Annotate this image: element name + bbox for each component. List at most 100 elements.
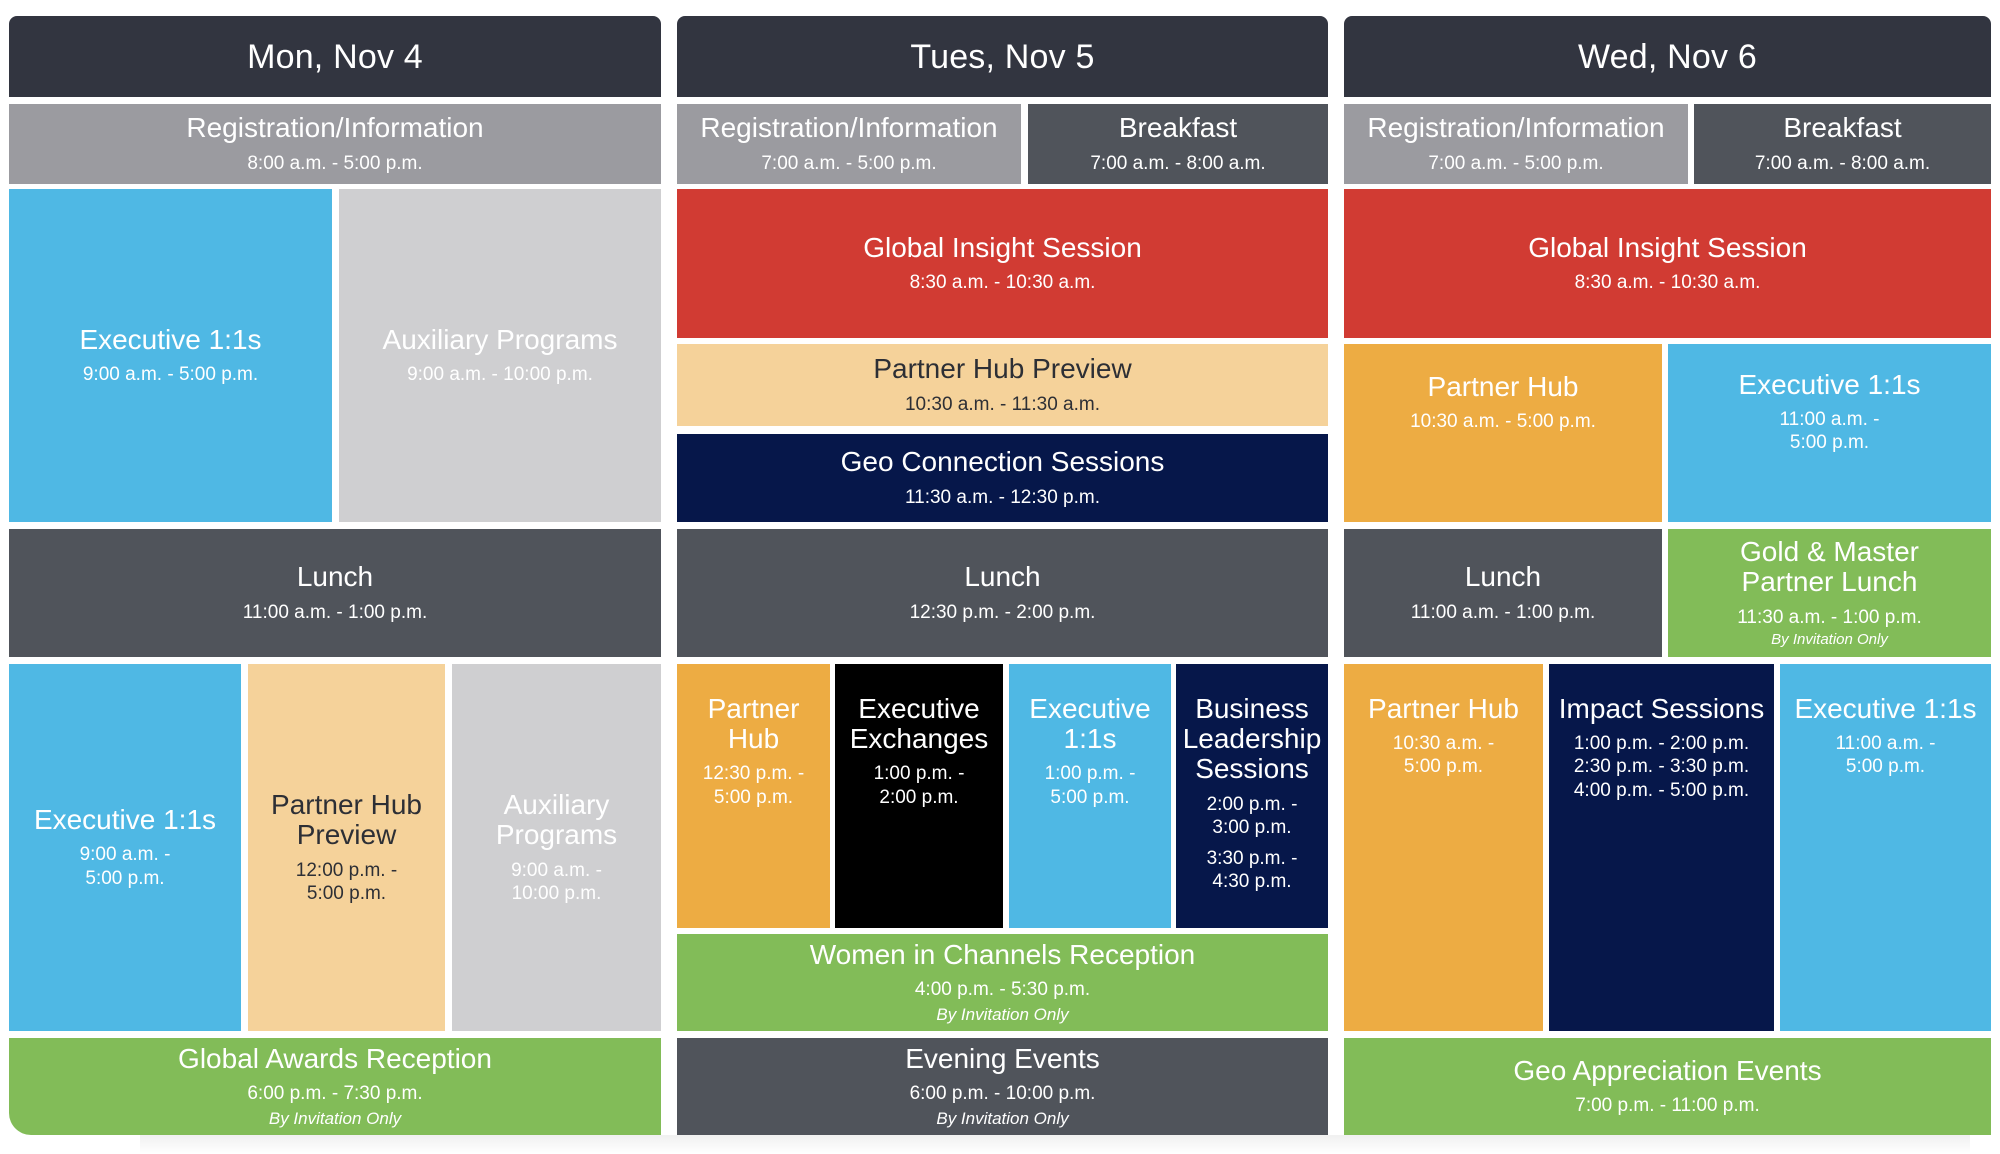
event-mon-registration-time: 8:00 a.m. - 5:00 p.m. (247, 152, 423, 174)
event-mon-auxiliary-bottom-time: 9:00 a.m. - 10:00 p.m. (511, 859, 602, 904)
event-wed-impact-sessions: Impact Sessions 1:00 p.m. - 2:00 p.m. 2:… (1549, 664, 1774, 1031)
event-wed-executive-bottom-time: 11:00 a.m. - 5:00 p.m. (1835, 733, 1936, 778)
event-tue-executive-exchanges: Executive Exchanges 1:00 p.m. - 2:00 p.m… (835, 664, 1003, 928)
event-wed-impact-sessions-title: Impact Sessions (1558, 693, 1765, 724)
event-tue-lunch: Lunch 12:30 p.m. - 2:00 p.m. (677, 529, 1328, 657)
event-mon-auxiliary-bottom-title: Auxiliary Programs (495, 789, 618, 851)
event-mon-global-awards-title: Global Awards Reception (178, 1042, 492, 1074)
event-tue-registration-title: Registration/Information (700, 112, 998, 144)
event-mon-lunch-time: 11:00 a.m. - 1:00 p.m. (242, 601, 428, 623)
event-tue-registration: Registration/Information 7:00 a.m. - 5:0… (677, 104, 1021, 184)
event-tue-geo-connection: Geo Connection Sessions 11:30 a.m. - 12:… (677, 434, 1328, 522)
event-wed-global-insight: Global Insight Session 8:30 a.m. - 10:30… (1344, 189, 1991, 338)
event-mon-executive-morning-title: Executive 1:1s (79, 323, 262, 355)
event-tue-breakfast-time: 7:00 a.m. - 8:00 a.m. (1090, 152, 1266, 174)
event-wed-partner-hub-top-time: 10:30 a.m. - 5:00 p.m. (1410, 411, 1596, 433)
event-wed-executive-top-title: Executive 1:1s (1738, 369, 1921, 400)
event-wed-gold-master-lunch: Gold & Master Partner Lunch 11:30 a.m. -… (1668, 529, 1991, 657)
event-tue-global-insight-time: 8:30 a.m. - 10:30 a.m. (909, 272, 1096, 294)
event-mon-auxiliary-top: Auxiliary Programs 9:00 a.m. - 10:00 p.m… (339, 189, 661, 522)
event-wed-partner-hub-bottom: Partner Hub 10:30 a.m. - 5:00 p.m. (1344, 664, 1543, 1031)
event-wed-partner-hub-top: Partner Hub 10:30 a.m. - 5:00 p.m. (1344, 344, 1662, 522)
event-tue-registration-time: 7:00 a.m. - 5:00 p.m. (761, 152, 937, 174)
event-mon-partner-hub-preview: Partner Hub Preview 12:00 p.m. - 5:00 p.… (248, 664, 445, 1031)
event-tue-evening-events: Evening Events 6:00 p.m. - 10:00 p.m. By… (677, 1038, 1328, 1135)
event-wed-impact-sessions-time: 1:00 p.m. - 2:00 p.m. 2:30 p.m. - 3:30 p… (1573, 733, 1750, 801)
event-tue-partner-hub: Partner Hub 12:30 p.m. - 5:00 p.m. (677, 664, 830, 928)
event-mon-partner-hub-preview-title: Partner Hub Preview (271, 789, 422, 851)
event-wed-executive-top-time: 11:00 a.m. - 5:00 p.m. (1779, 409, 1880, 454)
event-tue-global-insight: Global Insight Session 8:30 a.m. - 10:30… (677, 189, 1328, 338)
event-tue-breakfast: Breakfast 7:00 a.m. - 8:00 a.m. (1028, 104, 1328, 184)
event-wed-breakfast-title: Breakfast (1783, 112, 1902, 144)
event-wed-global-insight-time: 8:30 a.m. - 10:30 a.m. (1574, 272, 1761, 294)
event-wed-breakfast-time: 7:00 a.m. - 8:00 a.m. (1754, 152, 1931, 174)
event-tue-global-insight-title: Global Insight Session (863, 231, 1142, 263)
event-tue-partner-hub-title: Partner Hub (707, 693, 800, 755)
event-tue-evening-events-time: 6:00 p.m. - 10:00 p.m. (909, 1082, 1096, 1104)
event-wed-registration-title: Registration/Information (1367, 112, 1665, 144)
event-tue-business-leadership-time-1: 2:00 p.m. - 3:00 p.m. (1206, 793, 1298, 838)
event-mon-global-awards-note: By Invitation Only (268, 1109, 402, 1128)
event-wed-breakfast: Breakfast 7:00 a.m. - 8:00 a.m. (1694, 104, 1991, 184)
event-wed-executive-bottom-title: Executive 1:1s (1794, 693, 1977, 724)
event-tue-lunch-time: 12:30 p.m. - 2:00 p.m. (909, 601, 1096, 623)
event-wed-registration: Registration/Information 7:00 a.m. - 5:0… (1344, 104, 1688, 184)
event-mon-partner-hub-preview-time: 12:00 p.m. - 5:00 p.m. (295, 859, 398, 904)
event-wed-global-insight-title: Global Insight Session (1528, 231, 1807, 263)
event-tue-executive-exchanges-time: 1:00 p.m. - 2:00 p.m. (873, 763, 965, 808)
event-wed-gold-master-lunch-time: 11:30 a.m. - 1:00 p.m. (1737, 606, 1922, 628)
day-header-mon: Mon, Nov 4 (9, 16, 661, 97)
event-mon-lunch-title: Lunch (296, 561, 374, 593)
event-tue-geo-connection-time: 11:30 a.m. - 12:30 p.m. (904, 486, 1101, 508)
day-header-wed-label: Wed, Nov 6 (1577, 37, 1757, 76)
event-tue-partner-hub-time: 12:30 p.m. - 5:00 p.m. (702, 763, 805, 808)
event-wed-partner-hub-bottom-time: 10:30 a.m. - 5:00 p.m. (1392, 733, 1495, 778)
day-header-mon-label: Mon, Nov 4 (247, 37, 423, 76)
event-mon-auxiliary-top-time: 9:00 a.m. - 10:00 p.m. (407, 364, 593, 386)
day-header-tue: Tues, Nov 5 (677, 16, 1328, 97)
event-mon-auxiliary-top-title: Auxiliary Programs (382, 323, 618, 355)
event-tue-executive-1on1: Executive 1:1s 1:00 p.m. - 5:00 p.m. (1009, 664, 1171, 928)
event-wed-executive-bottom: Executive 1:1s 11:00 a.m. - 5:00 p.m. (1780, 664, 1991, 1031)
event-mon-executive-afternoon-title: Executive 1:1s (33, 804, 217, 836)
event-mon-executive-afternoon: Executive 1:1s 9:00 a.m. - 5:00 p.m. (9, 664, 241, 1031)
event-wed-gold-master-lunch-note: By Invitation Only (1771, 630, 1888, 648)
event-tue-lunch-title: Lunch (964, 561, 1041, 593)
event-tue-evening-events-title: Evening Events (905, 1042, 1100, 1074)
event-wed-executive-top: Executive 1:1s 11:00 a.m. - 5:00 p.m. (1668, 344, 1991, 522)
event-wed-partner-hub-bottom-title: Partner Hub (1368, 693, 1519, 724)
event-mon-executive-afternoon-time: 9:00 a.m. - 5:00 p.m. (79, 844, 171, 889)
event-mon-lunch: Lunch 11:00 a.m. - 1:00 p.m. (9, 529, 661, 657)
event-mon-registration-title: Registration/Information (186, 112, 484, 144)
event-mon-executive-morning: Executive 1:1s 9:00 a.m. - 5:00 p.m. (9, 189, 332, 522)
event-mon-executive-morning-time: 9:00 a.m. - 5:00 p.m. (82, 364, 259, 386)
event-tue-executive-exchanges-title: Executive Exchanges (849, 693, 989, 755)
event-tue-business-leadership: Business Leadership Sessions 2:00 p.m. -… (1176, 664, 1328, 928)
event-wed-geo-appreciation-title: Geo Appreciation Events (1513, 1054, 1822, 1086)
event-mon-auxiliary-bottom: Auxiliary Programs 9:00 a.m. - 10:00 p.m… (452, 664, 661, 1031)
event-wed-gold-master-lunch-title: Gold & Master Partner Lunch (1740, 536, 1919, 598)
event-tue-women-in-channels: Women in Channels Reception 4:00 p.m. - … (677, 934, 1328, 1031)
event-tue-partner-hub-preview: Partner Hub Preview 10:30 a.m. - 11:30 a… (677, 344, 1328, 426)
event-tue-executive-1on1-title: Executive 1:1s (1029, 693, 1151, 755)
bottom-shadow (140, 1135, 1970, 1154)
event-tue-partner-hub-preview-title: Partner Hub Preview (873, 353, 1132, 385)
event-tue-women-in-channels-title: Women in Channels Reception (809, 938, 1196, 970)
event-tue-breakfast-title: Breakfast (1118, 112, 1238, 144)
event-tue-partner-hub-preview-time: 10:30 a.m. - 11:30 a.m. (904, 393, 1101, 415)
event-mon-registration: Registration/Information 8:00 a.m. - 5:0… (9, 104, 661, 184)
event-mon-global-awards-time: 6:00 p.m. - 7:30 p.m. (247, 1082, 423, 1104)
event-wed-geo-appreciation: Geo Appreciation Events 7:00 p.m. - 11:0… (1344, 1038, 1991, 1135)
event-tue-women-in-channels-time: 4:00 p.m. - 5:30 p.m. (914, 978, 1091, 1000)
event-wed-geo-appreciation-time: 7:00 p.m. - 11:00 p.m. (1575, 1095, 1760, 1117)
event-tue-geo-connection-title: Geo Connection Sessions (840, 446, 1165, 478)
day-header-tue-label: Tues, Nov 5 (910, 37, 1095, 76)
event-wed-lunch-time: 11:00 a.m. - 1:00 p.m. (1410, 601, 1596, 623)
event-tue-executive-1on1-time: 1:00 p.m. - 5:00 p.m. (1044, 763, 1136, 808)
day-header-wed: Wed, Nov 6 (1344, 16, 1991, 97)
event-tue-women-in-channels-note: By Invitation Only (936, 1005, 1069, 1024)
event-tue-business-leadership-time-2: 3:30 p.m. - 4:30 p.m. (1206, 848, 1298, 893)
event-wed-partner-hub-top-title: Partner Hub (1427, 371, 1579, 402)
